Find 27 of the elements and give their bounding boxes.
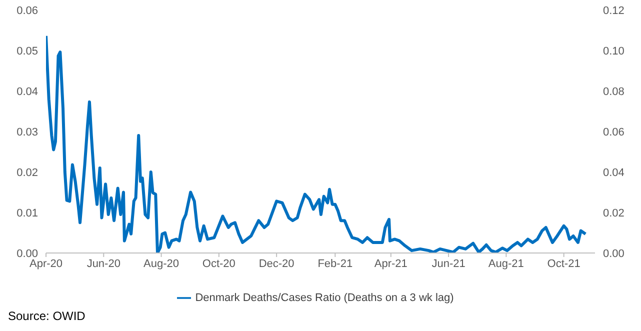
y-tick-label: 0.01 (16, 207, 38, 220)
source-note: Source: OWID (8, 309, 86, 323)
y2-tick-label: 0.04 (603, 166, 624, 179)
y-tick-label: 0.05 (16, 45, 38, 58)
x-tick-label: Aug-21 (488, 258, 524, 270)
y2-tick-label: 0.06 (603, 126, 624, 138)
x-tick-label: Jun-21 (432, 258, 466, 270)
x-tick-label: Oct-21 (547, 258, 580, 270)
line-series (46, 34, 588, 253)
x-tick-label: Oct-20 (202, 258, 236, 270)
y-tick-label: 0.02 (16, 166, 38, 179)
legend-label: Denmark Deaths/Cases Ratio (Deaths on a 3 wk lag) (195, 292, 454, 304)
y-tick-label: 0.03 (16, 126, 38, 138)
y-tick-label: 0.06 (16, 4, 38, 17)
x-tick-label: Dec-20 (258, 258, 294, 270)
y2-tick-label: 0.08 (603, 86, 624, 98)
y2-tick-label: 0.02 (603, 207, 624, 220)
y2-tick-label: 0.12 (603, 4, 624, 17)
y-tick-label: 0.04 (16, 86, 38, 98)
x-tick-label: Feb-21 (318, 258, 353, 270)
x-tick-label: Aug-20 (144, 258, 180, 270)
x-tick-label: Apr-20 (29, 258, 63, 270)
y2-tick-label: 0.00 (603, 248, 624, 260)
x-tick-label: Apr-21 (374, 258, 408, 270)
x-tick-label: Jun-20 (86, 258, 120, 270)
y2-tick-label: 0.10 (603, 45, 624, 58)
y-tick-label: 0.00 (16, 248, 38, 260)
